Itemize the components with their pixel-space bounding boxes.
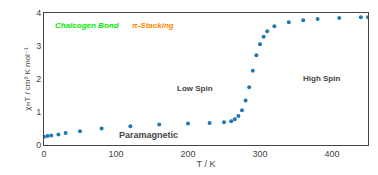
svg-text:0: 0 — [36, 140, 41, 150]
svg-text:Low Spin: Low Spin — [177, 84, 213, 93]
svg-text:Paramagnetic: Paramagnetic — [119, 130, 178, 140]
svg-text:300: 300 — [252, 149, 267, 159]
svg-text:3: 3 — [36, 41, 41, 51]
svg-text:2: 2 — [36, 74, 41, 84]
svg-text:χₘT / cm³ K mol⁻¹: χₘT / cm³ K mol⁻¹ — [23, 47, 32, 111]
svg-text:100: 100 — [108, 149, 123, 159]
svg-text:π-Stacking: π-Stacking — [132, 21, 174, 30]
svg-text:200: 200 — [180, 149, 195, 159]
svg-text:High Spin: High Spin — [303, 74, 340, 83]
svg-text:T / K: T / K — [197, 159, 216, 169]
svg-text:0: 0 — [41, 149, 46, 159]
svg-text:4: 4 — [36, 8, 41, 18]
svg-text:400: 400 — [324, 149, 339, 159]
svg-text:1: 1 — [36, 107, 41, 117]
svg-text:Chalcogen Bond: Chalcogen Bond — [55, 21, 120, 30]
